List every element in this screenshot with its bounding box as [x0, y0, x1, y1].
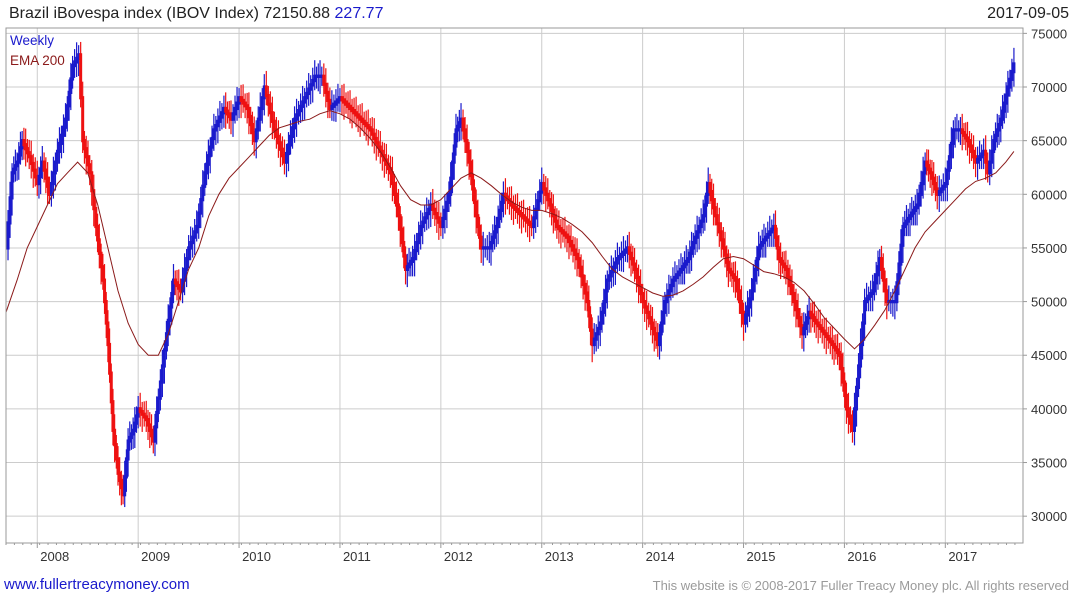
chart-date: 2017-09-05 — [987, 5, 1069, 22]
x-tick-label: 2009 — [141, 549, 170, 564]
x-tick-label: 2015 — [747, 549, 776, 564]
legend-entry: Weekly — [10, 33, 54, 48]
chart-title: Brazil iBovespa index (IBOV Index) — [9, 5, 259, 22]
x-tick-label: 2014 — [646, 549, 675, 564]
y-tick-label: 35000 — [1031, 456, 1067, 471]
plot-frame — [5, 27, 1024, 544]
x-tick-label: 2010 — [242, 549, 271, 564]
ema-200-layer — [5, 110, 1015, 356]
x-tick-label: 2016 — [847, 549, 876, 564]
x-tick-label: 2011 — [343, 549, 371, 564]
x-tick-label: 2012 — [444, 549, 473, 564]
y-tick-label: 55000 — [1031, 241, 1067, 256]
x-tick-label: 2013 — [545, 549, 574, 564]
axes: 30000 35000 40000 45000 50000 55000 60000 65000… — [5, 26, 1067, 564]
y-tick-label: 60000 — [1031, 187, 1067, 202]
y-tick-label: 65000 — [1031, 134, 1067, 149]
website-link[interactable]: www.fullertreacymoney.com — [4, 576, 190, 593]
y-tick-label: 70000 — [1031, 80, 1067, 95]
ema-200-line — [5, 110, 1015, 356]
grid — [6, 28, 1023, 543]
x-tick-label: 2017 — [948, 549, 977, 564]
change-value: 227.77 — [334, 5, 384, 22]
y-tick-label: 30000 — [1031, 509, 1067, 524]
legend: Weekly EMA 200 — [10, 33, 65, 68]
chart-title-line: Brazil iBovespa index (IBOV Index) 72150… — [9, 5, 383, 23]
y-tick-label: 75000 — [1031, 26, 1067, 41]
legend-entry: EMA 200 — [10, 53, 65, 68]
y-tick-label: 50000 — [1031, 295, 1067, 310]
copyright-notice: This website is © 2008-2017 Fuller Treac… — [652, 578, 1069, 593]
weekly-price-bars — [6, 41, 1016, 508]
x-tick-label: 2008 — [40, 549, 69, 564]
y-tick-label: 40000 — [1031, 402, 1067, 417]
last-value: 72150.88 — [263, 5, 331, 22]
y-tick-label: 45000 — [1031, 348, 1067, 363]
